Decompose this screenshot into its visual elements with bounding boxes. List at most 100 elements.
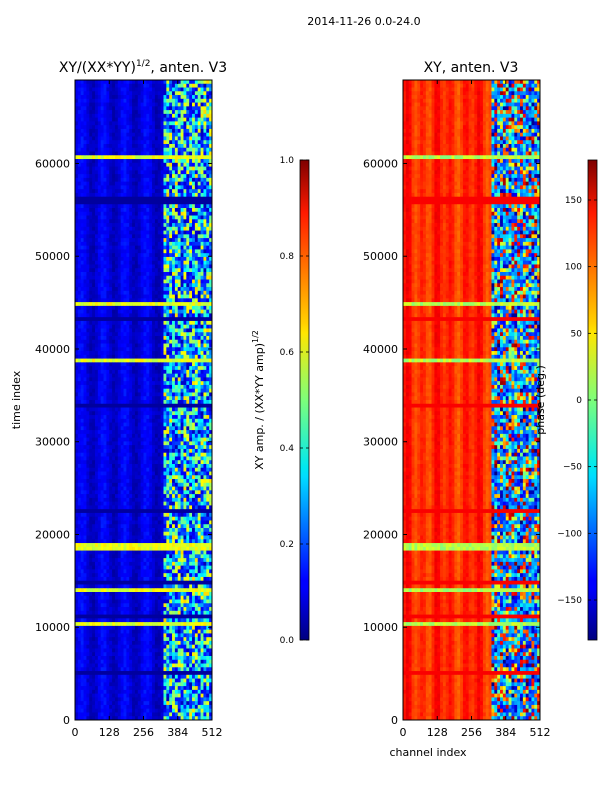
heatmap-cell <box>109 290 113 295</box>
heatmap-cell <box>152 418 156 423</box>
heatmap-cell <box>143 354 147 359</box>
heatmap-cell <box>157 98 161 103</box>
heatmap-cell <box>83 87 87 92</box>
heatmap-cell <box>77 136 81 141</box>
heatmap-cell <box>174 208 179 213</box>
heatmap-cell <box>132 181 136 186</box>
heatmap-cell <box>174 140 179 145</box>
heatmap-cell <box>75 147 79 152</box>
heatmap-cell <box>160 80 164 85</box>
heatmap-cell <box>112 219 116 224</box>
heatmap-cell <box>86 208 90 213</box>
heatmap-cell <box>134 298 139 303</box>
heatmap-cell <box>197 170 201 175</box>
heatmap-cell <box>106 223 110 228</box>
heatmap-cell <box>197 336 201 341</box>
heatmap-cell <box>134 467 139 472</box>
heatmap-cell <box>194 456 199 461</box>
heatmap-cell <box>140 448 144 453</box>
heatmap-cell <box>194 98 199 103</box>
heatmap-cell <box>106 113 110 118</box>
heatmap-cell <box>209 351 212 356</box>
heatmap-cell <box>209 422 212 427</box>
heatmap-cell <box>192 275 196 280</box>
heatmap-cell <box>169 151 173 156</box>
heatmap-cell <box>200 110 204 115</box>
heatmap-cell <box>132 354 136 359</box>
heatmap-cell <box>172 467 176 472</box>
heatmap-cell <box>197 241 201 246</box>
heatmap-cell <box>106 132 110 137</box>
heatmap-cell <box>189 362 193 367</box>
heatmap-cell <box>197 366 201 371</box>
heatmap-cell <box>160 351 164 356</box>
heatmap-cell <box>186 381 190 386</box>
heatmap-cell <box>77 400 81 405</box>
heatmap-cell <box>157 272 161 277</box>
heatmap-cell <box>177 189 181 194</box>
heatmap-cell <box>192 448 196 453</box>
heatmap-cell <box>146 170 150 175</box>
heatmap-cell <box>166 113 170 118</box>
heatmap-cell <box>100 185 104 190</box>
heatmap-cell <box>197 309 201 314</box>
heatmap-cell <box>134 268 139 273</box>
heatmap-cell <box>97 192 101 197</box>
heatmap-cell <box>177 80 181 85</box>
heatmap-cell <box>149 324 153 329</box>
heatmap-cell <box>109 324 113 329</box>
heatmap-cell <box>160 226 164 231</box>
heatmap-cell <box>163 464 167 469</box>
heatmap-cell <box>200 373 204 378</box>
heatmap-cell <box>126 464 130 469</box>
heatmap-cell <box>83 298 87 303</box>
heatmap-cell <box>94 328 99 333</box>
heatmap-cell <box>186 177 190 182</box>
heatmap-cell <box>149 388 153 393</box>
heatmap-cell <box>157 452 161 457</box>
heatmap-cell <box>203 192 207 197</box>
heatmap-cell <box>97 430 101 435</box>
heatmap-cell <box>149 464 153 469</box>
heatmap-cell <box>183 362 187 367</box>
heatmap-cell <box>126 91 130 96</box>
heatmap-cell <box>94 381 99 386</box>
heatmap-cell <box>189 460 193 465</box>
heatmap-cell <box>103 234 107 239</box>
heatmap-cell <box>183 336 187 341</box>
heatmap-cell <box>123 241 127 246</box>
heatmap-cell <box>117 272 121 277</box>
heatmap-cell <box>186 418 190 423</box>
heatmap-cell <box>209 317 212 322</box>
heatmap-cell <box>209 245 212 250</box>
heatmap-cell <box>206 253 210 258</box>
heatmap-cell <box>89 298 93 303</box>
heatmap-cell <box>83 234 87 239</box>
heatmap-cell <box>80 354 84 359</box>
heatmap-cell <box>192 196 196 201</box>
heatmap-cell <box>120 140 124 145</box>
heatmap-cell <box>129 279 133 284</box>
heatmap-cell <box>169 113 173 118</box>
heatmap-cell <box>137 162 141 167</box>
heatmap-cell <box>109 121 113 126</box>
heatmap-cell <box>106 174 110 179</box>
heatmap-cell <box>83 125 87 130</box>
heatmap-cell <box>75 464 79 469</box>
heatmap-cell <box>174 170 179 175</box>
heatmap-cell <box>209 208 212 213</box>
heatmap-cell <box>80 467 84 472</box>
heatmap-cell <box>114 192 119 197</box>
heatmap-cell <box>143 91 147 96</box>
heatmap-cell <box>114 328 119 333</box>
heatmap-cell <box>77 407 81 412</box>
heatmap-cell <box>126 343 130 348</box>
heatmap-cell <box>209 456 212 461</box>
heatmap-cell <box>126 290 130 295</box>
heatmap-cell <box>140 136 144 141</box>
heatmap-cell <box>180 140 184 145</box>
heatmap-cell <box>163 452 167 457</box>
heatmap-cell <box>123 204 127 209</box>
heatmap-cell <box>132 230 136 235</box>
heatmap-cell <box>183 162 187 167</box>
